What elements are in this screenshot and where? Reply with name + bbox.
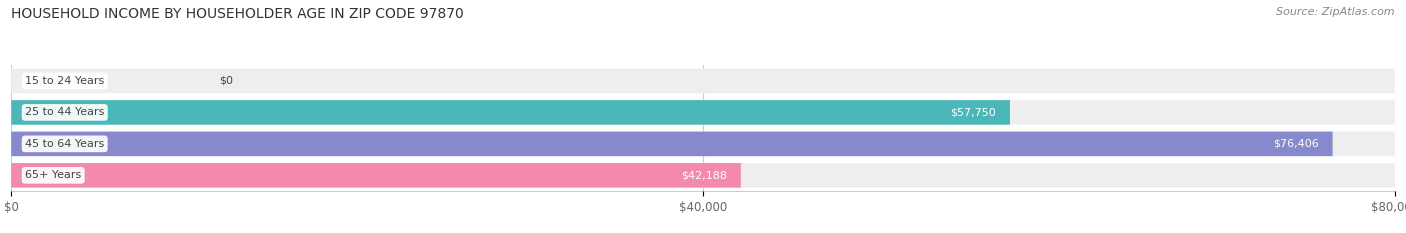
Text: $57,750: $57,750 (950, 107, 995, 117)
Text: 65+ Years: 65+ Years (25, 170, 82, 180)
Text: Source: ZipAtlas.com: Source: ZipAtlas.com (1277, 7, 1395, 17)
Text: 25 to 44 Years: 25 to 44 Years (25, 107, 104, 117)
Text: $76,406: $76,406 (1272, 139, 1319, 149)
Text: 15 to 24 Years: 15 to 24 Years (25, 76, 104, 86)
FancyBboxPatch shape (11, 69, 1395, 93)
FancyBboxPatch shape (11, 100, 1395, 125)
FancyBboxPatch shape (11, 163, 741, 188)
FancyBboxPatch shape (11, 100, 1010, 125)
Text: $42,188: $42,188 (681, 170, 727, 180)
Text: HOUSEHOLD INCOME BY HOUSEHOLDER AGE IN ZIP CODE 97870: HOUSEHOLD INCOME BY HOUSEHOLDER AGE IN Z… (11, 7, 464, 21)
FancyBboxPatch shape (11, 132, 1333, 156)
Text: 45 to 64 Years: 45 to 64 Years (25, 139, 104, 149)
FancyBboxPatch shape (11, 163, 1395, 188)
FancyBboxPatch shape (11, 132, 1395, 156)
Text: $0: $0 (219, 76, 233, 86)
